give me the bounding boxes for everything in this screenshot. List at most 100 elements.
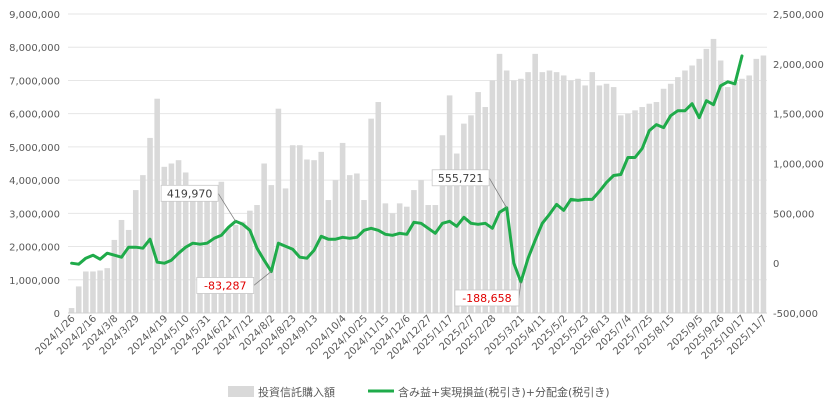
left-tick-label: 6,000,000: [9, 110, 60, 121]
left-tick-label: 2,000,000: [9, 243, 60, 254]
bar: [111, 239, 118, 313]
bar: [182, 172, 189, 313]
bar: [432, 205, 439, 313]
right-tick-label: 2,000,000: [773, 60, 824, 71]
bar: [140, 175, 146, 313]
bar: [496, 53, 503, 313]
bar: [396, 203, 403, 313]
bar: [475, 92, 481, 313]
bar: [75, 286, 82, 313]
bar: [682, 70, 688, 313]
bar: [660, 88, 667, 313]
callout-leader: [253, 271, 272, 286]
legend: 投資信託購入額 含み益+実現損益(税引き)+分配金(税引き): [228, 385, 610, 399]
bar: [389, 213, 396, 313]
line-series: [70, 54, 744, 284]
bar: [211, 196, 218, 313]
bar: [418, 180, 424, 313]
bar: [382, 203, 389, 313]
bar: [546, 70, 553, 313]
bar: [339, 142, 346, 313]
bar: [568, 80, 574, 313]
left-tick-label: 1,000,000: [9, 276, 60, 287]
callout-box: [454, 289, 520, 307]
bar: [83, 271, 89, 313]
bar: [118, 219, 125, 313]
left-tick-label: 3,000,000: [9, 209, 60, 220]
left-tick-label: 4,000,000: [9, 176, 60, 187]
bar: [675, 77, 681, 313]
bar: [646, 103, 653, 313]
callout-label: 419,970: [167, 187, 213, 200]
bar: [232, 224, 239, 313]
bar: [689, 65, 695, 313]
bar: [532, 53, 538, 313]
bar: [304, 159, 310, 313]
callout-box: [196, 277, 255, 294]
bar: [375, 102, 382, 314]
bar: [247, 210, 253, 313]
bar: [511, 80, 517, 313]
bar: [68, 308, 75, 313]
callout-leader: [217, 193, 236, 222]
bar: [596, 85, 603, 313]
bar: [732, 82, 738, 313]
bar: [190, 185, 196, 313]
bar: [753, 58, 760, 313]
bar: [361, 200, 367, 313]
callout-box: [160, 184, 219, 202]
bar: [667, 83, 674, 314]
bar: [132, 190, 139, 313]
bar: [518, 78, 524, 314]
legend-bar-swatch: [228, 386, 254, 397]
bar: [653, 102, 660, 314]
bar: [197, 188, 203, 313]
bar: [639, 107, 645, 314]
bar: [318, 151, 324, 313]
bar: [446, 95, 453, 314]
bar: [289, 145, 296, 313]
right-axis-ticks: -500,000 0 500,000 1,000,000 1,500,000 2,000,…: [773, 10, 824, 320]
left-tick-label: 8,000,000: [9, 43, 60, 54]
bar: [225, 228, 232, 313]
bar: [411, 190, 417, 313]
bar: [239, 221, 246, 313]
bar: [147, 137, 153, 313]
bar: [175, 160, 182, 313]
left-tick-label: 9,000,000: [9, 10, 60, 21]
legend-line-label: 含み益+実現損益(税引き)+分配金(税引き): [398, 385, 610, 399]
right-tick-label: -500,000: [773, 309, 818, 320]
bar: [625, 113, 631, 314]
bar: [275, 108, 282, 313]
bar: [346, 175, 353, 313]
bar: [589, 72, 596, 313]
bar: [482, 107, 489, 314]
bar: [125, 229, 132, 313]
bar: [404, 206, 410, 313]
bar: [282, 188, 289, 313]
bar: [204, 190, 210, 313]
left-tick-label: 0: [54, 309, 60, 320]
callout-label: -188,658: [462, 292, 511, 305]
bar: [218, 181, 225, 313]
bar: [104, 268, 111, 313]
callout-box: [431, 169, 490, 187]
bar: [746, 75, 752, 313]
line-path: [70, 54, 744, 284]
callout-leader: [488, 177, 508, 208]
bar: [717, 60, 724, 314]
bar: [368, 118, 374, 314]
callouts: 419,970 -83,287 555,721 -188,658: [160, 169, 522, 307]
bar: [90, 271, 96, 313]
bar: [161, 166, 168, 313]
bar: [168, 163, 175, 313]
bar: [332, 180, 339, 313]
left-axis-ticks: 0 1,000,000 2,000,000 3,000,000 4,000,000 5,0…: [9, 10, 60, 320]
bar: [254, 205, 260, 313]
bar: [297, 145, 303, 313]
bar: [617, 115, 624, 313]
bar: [325, 200, 332, 313]
bar: [739, 78, 745, 314]
left-tick-label: 7,000,000: [9, 76, 60, 87]
